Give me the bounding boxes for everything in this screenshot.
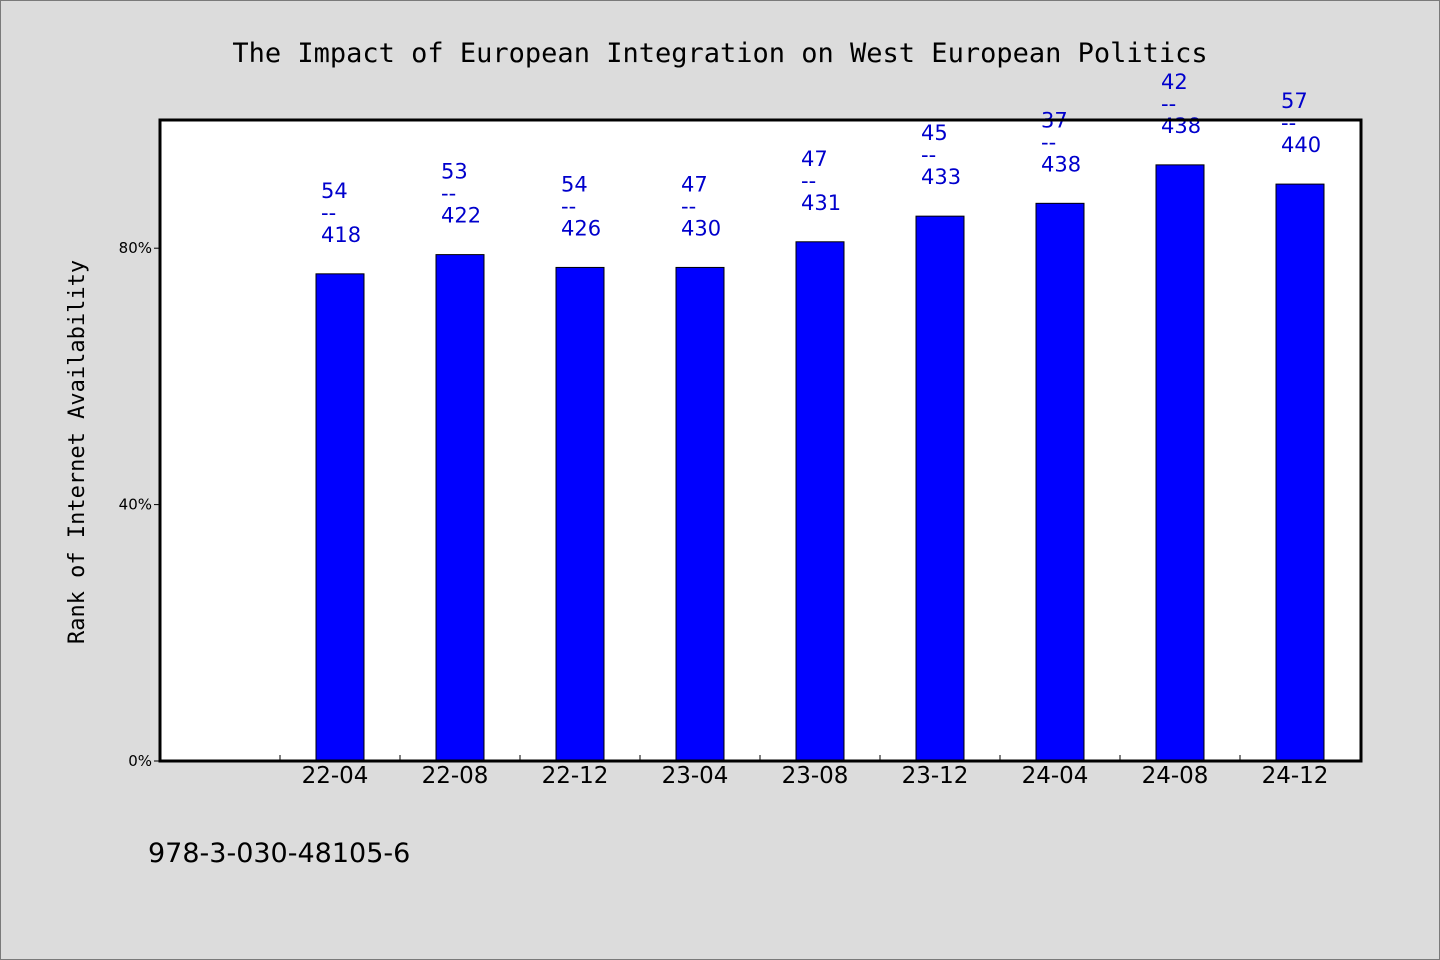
y-tick-label-0: 0% xyxy=(128,752,152,770)
y-ticks-group: 0% 40% 80% xyxy=(119,239,160,770)
data-label-23-04-1: 47 xyxy=(681,172,708,196)
data-labels-group: 54--41853--42254--42647--43047--43145--4… xyxy=(321,70,1321,247)
x-tick-label-24-08: 24-08 xyxy=(1142,763,1209,789)
data-label-22-08-1: 53 xyxy=(441,160,468,184)
plot-border xyxy=(158,118,1363,763)
data-label-22-04-2: -- xyxy=(321,201,336,225)
data-label-24-08-1: 42 xyxy=(1161,70,1188,94)
y-tick-label-40: 40% xyxy=(119,496,152,514)
data-label-22-04-3: 418 xyxy=(321,223,361,247)
data-label-23-12-2: -- xyxy=(921,143,936,167)
data-label-24-04-3: 438 xyxy=(1041,152,1081,176)
bar-23-08 xyxy=(795,241,845,762)
data-label-22-08-3: 422 xyxy=(441,204,481,228)
bar-24-08 xyxy=(1155,164,1205,762)
footer-isbn: 978-3-030-48105-6 xyxy=(148,838,410,869)
y-tick-label-80: 80% xyxy=(119,239,152,257)
data-label-22-12-2: -- xyxy=(561,194,576,218)
y-axis-label: Rank of Internet Availability xyxy=(65,260,90,644)
data-label-24-12-2: -- xyxy=(1281,111,1296,135)
data-label-23-08-2: -- xyxy=(801,169,816,193)
chart-title: The Impact of European Integration on We… xyxy=(232,38,1207,69)
x-tick-label-22-12: 22-12 xyxy=(542,763,609,789)
data-label-22-08-2: -- xyxy=(441,182,456,206)
data-label-23-08-1: 47 xyxy=(801,147,828,171)
data-label-23-04-3: 430 xyxy=(681,216,721,240)
x-tick-label-23-12: 23-12 xyxy=(902,763,969,789)
bar-22-04 xyxy=(315,273,365,762)
data-label-23-12-3: 433 xyxy=(921,165,961,189)
x-tick-label-22-04: 22-04 xyxy=(302,763,369,789)
x-tick-label-23-08: 23-08 xyxy=(782,763,849,789)
data-label-24-12-3: 440 xyxy=(1281,133,1321,157)
data-label-23-12-1: 45 xyxy=(921,121,948,145)
bars-group xyxy=(315,164,1325,762)
x-tick-label-24-12: 24-12 xyxy=(1262,763,1329,789)
bar-24-12 xyxy=(1275,183,1325,762)
data-label-23-04-2: -- xyxy=(681,194,696,218)
x-tick-label-22-08: 22-08 xyxy=(422,763,489,789)
data-label-24-08-2: -- xyxy=(1161,92,1176,116)
data-label-24-08-3: 438 xyxy=(1161,114,1201,138)
data-label-22-12-1: 54 xyxy=(561,172,588,196)
bar-23-12 xyxy=(915,215,965,762)
data-label-24-04-2: -- xyxy=(1041,130,1056,154)
data-label-24-12-1: 57 xyxy=(1281,89,1308,113)
x-ticks-group: 22-04 22-08 22-12 23-04 23-08 23-12 24-04 24-08… xyxy=(279,755,1361,789)
data-label-22-04-1: 54 xyxy=(321,179,348,203)
x-tick-label-24-04: 24-04 xyxy=(1022,763,1089,789)
data-label-23-08-3: 431 xyxy=(801,191,841,215)
bar-22-08 xyxy=(435,254,485,762)
x-tick-label-23-04: 23-04 xyxy=(662,763,729,789)
bar-22-12 xyxy=(555,266,605,762)
data-label-22-12-3: 426 xyxy=(561,216,601,240)
bar-23-04 xyxy=(675,266,725,762)
bar-24-04 xyxy=(1035,202,1085,762)
